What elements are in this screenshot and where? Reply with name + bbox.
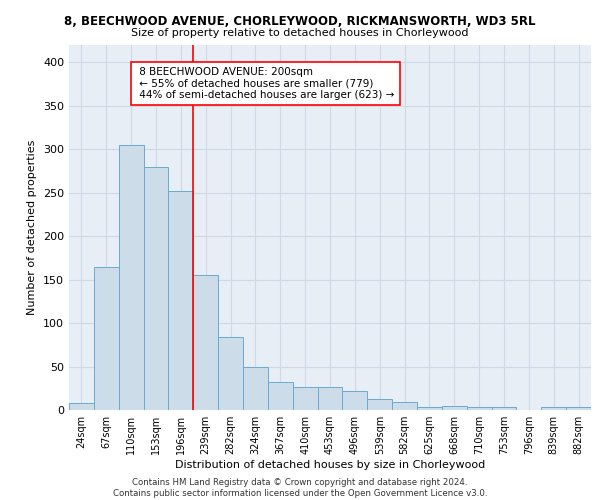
Bar: [566, 408, 591, 410]
Bar: [491, 408, 517, 410]
Bar: [94, 266, 119, 410]
Bar: [193, 276, 218, 410]
Bar: [442, 406, 467, 410]
Text: 8 BEECHWOOD AVENUE: 200sqm
 ← 55% of detached houses are smaller (779)
 44% of s: 8 BEECHWOOD AVENUE: 200sqm ← 55% of deta…: [136, 66, 394, 100]
Bar: [119, 145, 143, 410]
Text: Contains HM Land Registry data © Crown copyright and database right 2024.
Contai: Contains HM Land Registry data © Crown c…: [113, 478, 487, 498]
Bar: [143, 166, 169, 410]
Bar: [392, 402, 417, 410]
Text: Size of property relative to detached houses in Chorleywood: Size of property relative to detached ho…: [131, 28, 469, 38]
Bar: [218, 337, 243, 410]
Bar: [343, 391, 367, 410]
Text: 8, BEECHWOOD AVENUE, CHORLEYWOOD, RICKMANSWORTH, WD3 5RL: 8, BEECHWOOD AVENUE, CHORLEYWOOD, RICKMA…: [64, 15, 536, 28]
Bar: [541, 406, 566, 410]
Y-axis label: Number of detached properties: Number of detached properties: [28, 140, 37, 315]
Bar: [317, 388, 343, 410]
Bar: [467, 406, 491, 410]
Bar: [367, 398, 392, 410]
Bar: [417, 406, 442, 410]
Bar: [69, 403, 94, 410]
Bar: [169, 191, 193, 410]
X-axis label: Distribution of detached houses by size in Chorleywood: Distribution of detached houses by size …: [175, 460, 485, 470]
Bar: [293, 386, 317, 410]
Bar: [268, 382, 293, 410]
Bar: [243, 366, 268, 410]
